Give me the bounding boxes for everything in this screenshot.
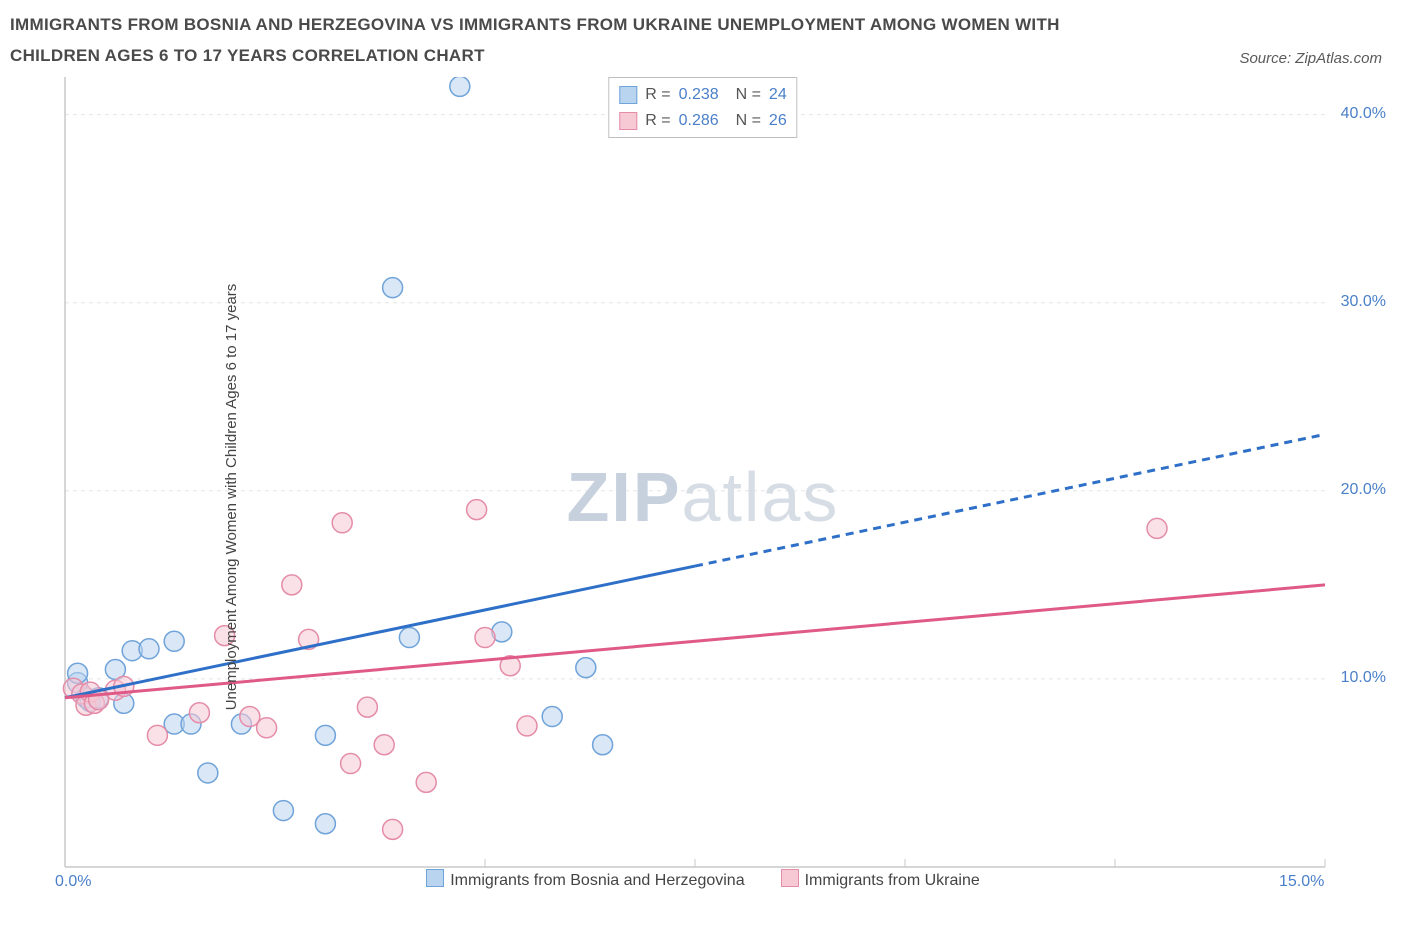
stat-n-value: 26 bbox=[769, 108, 787, 134]
y-axis-label: Unemployment Among Women with Children A… bbox=[223, 284, 240, 711]
stat-n-value: 24 bbox=[769, 82, 787, 108]
y-tick: 10.0% bbox=[1341, 669, 1386, 687]
stats-legend-row: R = 0.286 N = 26 bbox=[619, 108, 786, 134]
chart-header: IMMIGRANTS FROM BOSNIA AND HERZEGOVINA V… bbox=[10, 10, 1396, 71]
stats-legend-row: R = 0.238 N = 24 bbox=[619, 82, 786, 108]
series-legend: Immigrants from Bosnia and Herzegovina Im… bbox=[10, 869, 1396, 890]
stat-n-label: N = bbox=[727, 82, 761, 108]
stats-legend: R = 0.238 N = 24R = 0.286 N = 26 bbox=[608, 77, 797, 138]
y-tick: 30.0% bbox=[1341, 293, 1386, 311]
legend-swatch bbox=[426, 869, 444, 887]
legend-swatch bbox=[781, 869, 799, 887]
chart-source: Source: ZipAtlas.com bbox=[1239, 50, 1396, 71]
y-tick: 40.0% bbox=[1341, 105, 1386, 123]
legend-swatch bbox=[619, 112, 637, 130]
stat-n-label: N = bbox=[727, 108, 761, 134]
legend-label: Immigrants from Bosnia and Herzegovina bbox=[450, 872, 744, 889]
legend-item: Immigrants from Ukraine bbox=[781, 869, 980, 890]
y-tick: 20.0% bbox=[1341, 481, 1386, 499]
chart-area: ZIPatlas Unemployment Among Women with C… bbox=[10, 77, 1396, 917]
legend-swatch bbox=[619, 86, 637, 104]
legend-item: Immigrants from Bosnia and Herzegovina bbox=[426, 869, 744, 890]
stat-r-label: R = bbox=[645, 108, 670, 134]
stat-r-value: 0.286 bbox=[679, 108, 719, 134]
chart-title: IMMIGRANTS FROM BOSNIA AND HERZEGOVINA V… bbox=[10, 10, 1110, 71]
stat-r-label: R = bbox=[645, 82, 670, 108]
stat-r-value: 0.238 bbox=[679, 82, 719, 108]
legend-label: Immigrants from Ukraine bbox=[805, 872, 980, 889]
scatter-chart-svg bbox=[10, 77, 1396, 917]
